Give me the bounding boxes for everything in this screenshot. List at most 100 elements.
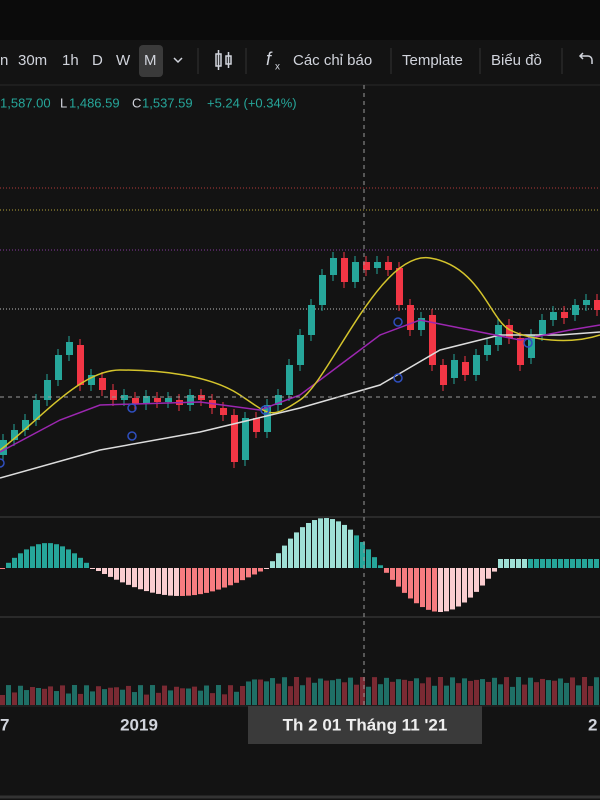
- candle-icon[interactable]: [215, 50, 232, 70]
- volume-bar: [126, 685, 131, 705]
- x-axis-label: 2: [588, 715, 597, 734]
- candle-body: [110, 390, 117, 400]
- volume-bar: [528, 677, 533, 705]
- volume-bar: [108, 687, 113, 705]
- candle-body: [396, 268, 403, 305]
- candle-body: [99, 378, 106, 390]
- candle-body: [22, 420, 29, 430]
- volume-bar: [456, 683, 461, 705]
- candle-body: [440, 365, 447, 385]
- volume-bar: [252, 679, 257, 705]
- candle-body: [363, 262, 370, 270]
- volume-bar: [336, 678, 341, 705]
- volume-bar: [210, 693, 215, 705]
- interval[interactable]: D: [92, 52, 103, 69]
- macd-bar: [0, 568, 5, 569]
- volume-bar: [246, 681, 251, 705]
- top-bar: [0, 0, 600, 40]
- macd-bar: [432, 568, 437, 612]
- macd-bar: [582, 559, 587, 568]
- volume-bar: [192, 686, 197, 705]
- macd-bar: [204, 568, 209, 593]
- macd-bar: [402, 568, 407, 593]
- interval[interactable]: 1h: [62, 52, 79, 69]
- volume-bar: [570, 677, 575, 705]
- macd-bar: [246, 568, 251, 578]
- macd-bar: [192, 568, 197, 596]
- template-button[interactable]: Template: [402, 52, 463, 69]
- crosshair-date: Th 2 01 Tháng 11 '21: [283, 715, 448, 734]
- macd-bar: [528, 559, 533, 568]
- macd-bar: [480, 568, 485, 586]
- candle-body: [297, 335, 304, 365]
- volume-bar: [414, 678, 419, 705]
- volume-bar: [450, 677, 455, 705]
- volume-bar: [90, 691, 95, 705]
- candle-body: [418, 318, 425, 330]
- macd-bar: [354, 535, 359, 568]
- volume-bar: [480, 679, 485, 705]
- macd-bar: [180, 568, 185, 596]
- candle-body: [550, 312, 557, 320]
- macd-bar: [546, 559, 551, 568]
- volume-bar: [372, 677, 377, 705]
- volume-bar: [204, 685, 209, 705]
- macd-bar: [18, 553, 23, 568]
- candle-body: [517, 338, 524, 365]
- macd-bar: [102, 568, 107, 574]
- ma-purple: [0, 319, 600, 453]
- macd-bar: [24, 549, 29, 568]
- candle-body: [220, 408, 227, 415]
- macd-bar: [54, 544, 59, 568]
- candle-body: [132, 398, 139, 404]
- interval[interactable]: M: [144, 52, 157, 69]
- fx-icon[interactable]: f: [266, 49, 273, 69]
- macd-bar: [60, 546, 65, 568]
- indicators-button[interactable]: Các chỉ báo: [293, 52, 372, 69]
- chevron[interactable]: [173, 57, 183, 64]
- macd-bar: [264, 568, 269, 569]
- volume-bar: [162, 685, 167, 705]
- interval[interactable]: W: [116, 52, 131, 69]
- macd-bar: [222, 568, 227, 588]
- crosshair-label-box: [248, 706, 482, 744]
- macd-bar: [210, 568, 215, 592]
- volume-bar: [552, 680, 557, 705]
- volume-bar: [84, 685, 89, 705]
- legend-change: +5.24 (+0.34%): [207, 95, 297, 110]
- macd-bar: [576, 559, 581, 568]
- macd-bar: [486, 568, 491, 579]
- volume-bar: [318, 678, 323, 705]
- candle-body: [561, 312, 568, 318]
- candle-body: [121, 395, 128, 400]
- macd-bar: [132, 568, 137, 588]
- volume-bar: [186, 688, 191, 705]
- macd-bar: [510, 559, 515, 568]
- candle-body: [319, 275, 326, 305]
- candle-body: [583, 300, 590, 305]
- macd-bar: [408, 568, 413, 599]
- interval[interactable]: n: [0, 52, 8, 69]
- candle-body: [231, 415, 238, 462]
- candles: [0, 252, 600, 468]
- volume-bar: [330, 680, 335, 705]
- macd-bar: [174, 568, 179, 596]
- macd-bar: [330, 519, 335, 568]
- volume-bars: [0, 677, 599, 705]
- macd-bar: [66, 549, 71, 568]
- interval[interactable]: 30m: [18, 52, 47, 69]
- legend-high: 1,587.00: [0, 95, 51, 110]
- undo-icon[interactable]: [578, 52, 593, 64]
- chart-button[interactable]: Biểu đồ: [491, 52, 542, 69]
- volume-bar: [366, 686, 371, 705]
- macd-bar: [252, 568, 257, 575]
- macd-bar: [396, 568, 401, 587]
- volume-bar: [492, 677, 497, 705]
- macd-histogram: [0, 518, 599, 612]
- macd-bar: [282, 545, 287, 568]
- macd-bar: [30, 546, 35, 568]
- candle-body: [594, 300, 600, 310]
- volume-bar: [588, 686, 593, 705]
- candle-body: [429, 315, 436, 365]
- macd-bar: [156, 568, 161, 594]
